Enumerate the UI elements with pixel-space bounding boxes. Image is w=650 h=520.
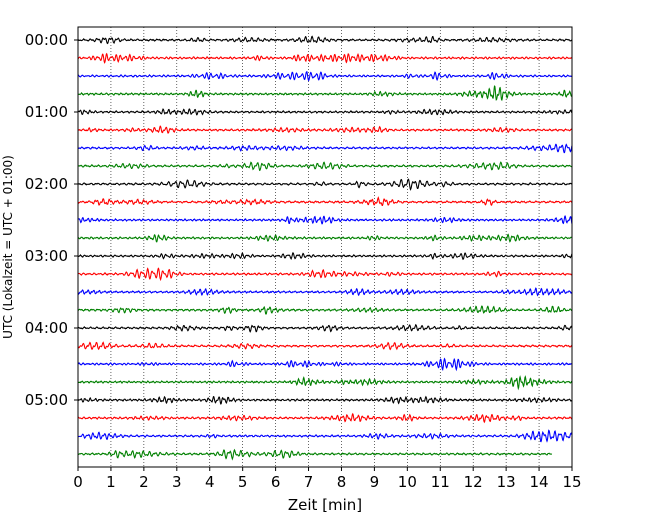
trace-0500 xyxy=(77,395,573,405)
y-tick-label: 01:00 xyxy=(25,103,68,121)
trace-0100 xyxy=(77,108,573,116)
x-tick-label: 2 xyxy=(139,473,149,491)
y-tick-label: 02:00 xyxy=(25,175,68,193)
x-tick-label: 10 xyxy=(398,473,417,491)
vertical-grid xyxy=(110,27,540,467)
x-tick-label: 8 xyxy=(337,473,347,491)
trace-0145 xyxy=(77,161,572,172)
y-tick-label: 05:00 xyxy=(25,391,68,409)
x-tick-label: 5 xyxy=(238,473,248,491)
trace-0030 xyxy=(77,71,573,82)
trace-0115 xyxy=(77,125,573,134)
trace-0245 xyxy=(77,233,572,243)
x-tick-label: 15 xyxy=(562,473,581,491)
trace-0330 xyxy=(77,287,572,297)
trace-0015 xyxy=(77,52,573,64)
trace-0300 xyxy=(77,252,573,261)
x-tick-label: 13 xyxy=(497,473,516,491)
x-axis-label: Zeit [min] xyxy=(288,496,362,514)
x-tick-label: 12 xyxy=(464,473,483,491)
x-tick-label: 6 xyxy=(271,473,281,491)
x-tick-label: 4 xyxy=(205,473,215,491)
trace-0430 xyxy=(77,357,573,372)
x-tick-label: 14 xyxy=(530,473,549,491)
trace-0000 xyxy=(77,35,572,45)
x-tick-label: 1 xyxy=(106,473,116,491)
trace-0215 xyxy=(77,196,572,207)
trace-0200 xyxy=(77,178,573,191)
trace-0445 xyxy=(77,375,573,391)
trace-0130 xyxy=(77,143,573,154)
x-tick-label: 0 xyxy=(73,473,83,491)
y-tick-label: 04:00 xyxy=(25,319,68,337)
trace-0545 xyxy=(77,448,553,461)
trace-0315 xyxy=(77,267,572,282)
trace-0045 xyxy=(77,85,573,102)
seismic-traces xyxy=(77,35,573,461)
plot-frame xyxy=(77,26,573,468)
trace-0230 xyxy=(77,215,573,225)
y-tick-label: 00:00 xyxy=(25,31,68,49)
trace-0400 xyxy=(77,323,573,333)
trace-0415 xyxy=(77,341,573,351)
x-tick-label: 3 xyxy=(172,473,182,491)
x-tick-label: 9 xyxy=(370,473,380,491)
y-axis-label: UTC (Lokalzeit = UTC + 01:00) xyxy=(1,155,15,339)
trace-0515 xyxy=(77,412,573,424)
trace-0530 xyxy=(77,429,573,443)
trace-0345 xyxy=(77,305,573,315)
x-tick-label: 11 xyxy=(431,473,450,491)
y-tick-label: 03:00 xyxy=(25,247,68,265)
x-tick-label: 7 xyxy=(304,473,314,491)
x-axis-ticks: 0 1 2 3 4 5 6 7 8 9 10 11 12 13 14 15 xyxy=(73,467,582,491)
y-axis-ticks: 00:00 01:00 02:00 03:00 04:00 05:00 xyxy=(25,31,78,409)
